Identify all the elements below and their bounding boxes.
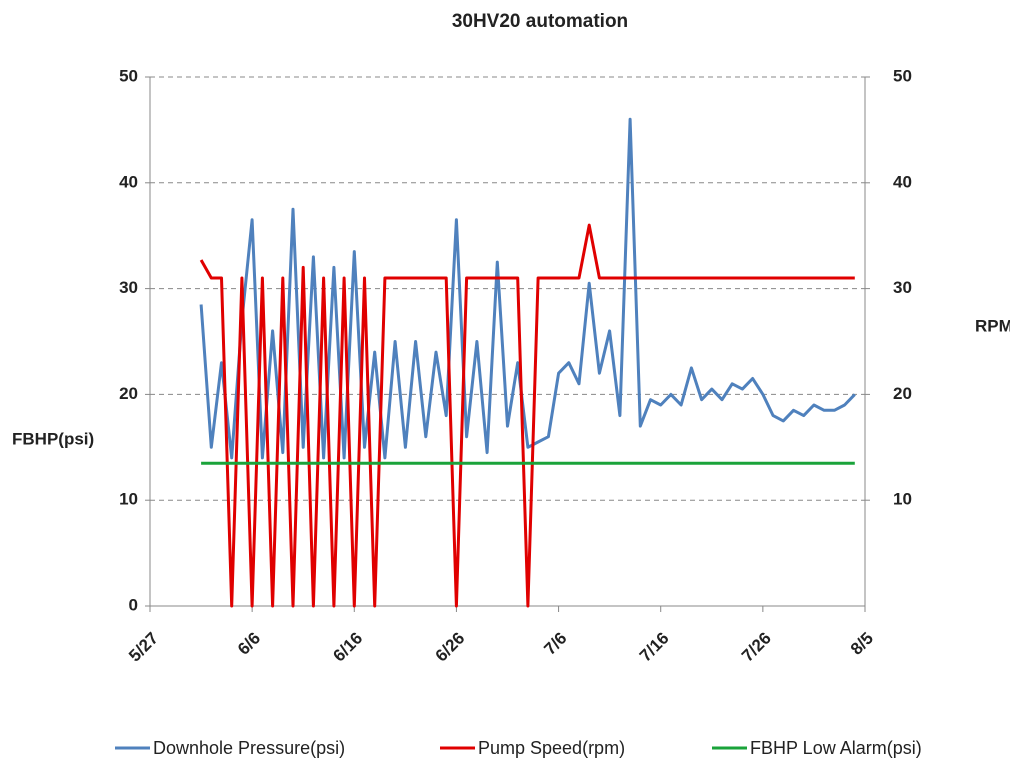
x-tick-label: 7/6 <box>540 629 570 659</box>
x-tick-label: 6/26 <box>432 629 469 666</box>
legend-label: FBHP Low Alarm(psi) <box>750 738 922 758</box>
y2-tick-label: 20 <box>893 384 912 403</box>
y-tick-label: 40 <box>119 172 138 191</box>
legend-label: Pump Speed(rpm) <box>478 738 625 758</box>
y-tick-label: 10 <box>119 490 138 509</box>
y-tick-label: 20 <box>119 384 138 403</box>
series-line <box>199 117 856 460</box>
series-line <box>199 223 855 608</box>
x-tick-label: 6/6 <box>234 629 264 659</box>
legend: Downhole Pressure(psi) Pump Speed(rpm) FBH… <box>115 738 922 758</box>
chart-title: 30HV20 automation <box>452 11 628 32</box>
x-tick-label: 8/5 <box>847 629 877 659</box>
y-tick-label: 0 <box>129 595 138 614</box>
legend-label: Downhole Pressure(psi) <box>153 738 345 758</box>
x-tick-label: 7/16 <box>636 629 673 666</box>
y2-tick-label: 40 <box>893 172 912 191</box>
x-tick-label: 6/16 <box>329 629 366 666</box>
y2-tick-label: 10 <box>893 490 912 509</box>
y2-tick-label: 30 <box>893 278 912 297</box>
y2-tick-label: 50 <box>893 66 912 85</box>
y-axis-label: FBHP(psi) <box>12 429 94 448</box>
y2-axis-label: RPM <box>975 316 1010 335</box>
y-tick-label: 50 <box>119 66 138 85</box>
x-tick-label: 7/26 <box>738 629 775 666</box>
y-tick-label: 30 <box>119 278 138 297</box>
x-tick-label: 5/27 <box>125 629 162 666</box>
